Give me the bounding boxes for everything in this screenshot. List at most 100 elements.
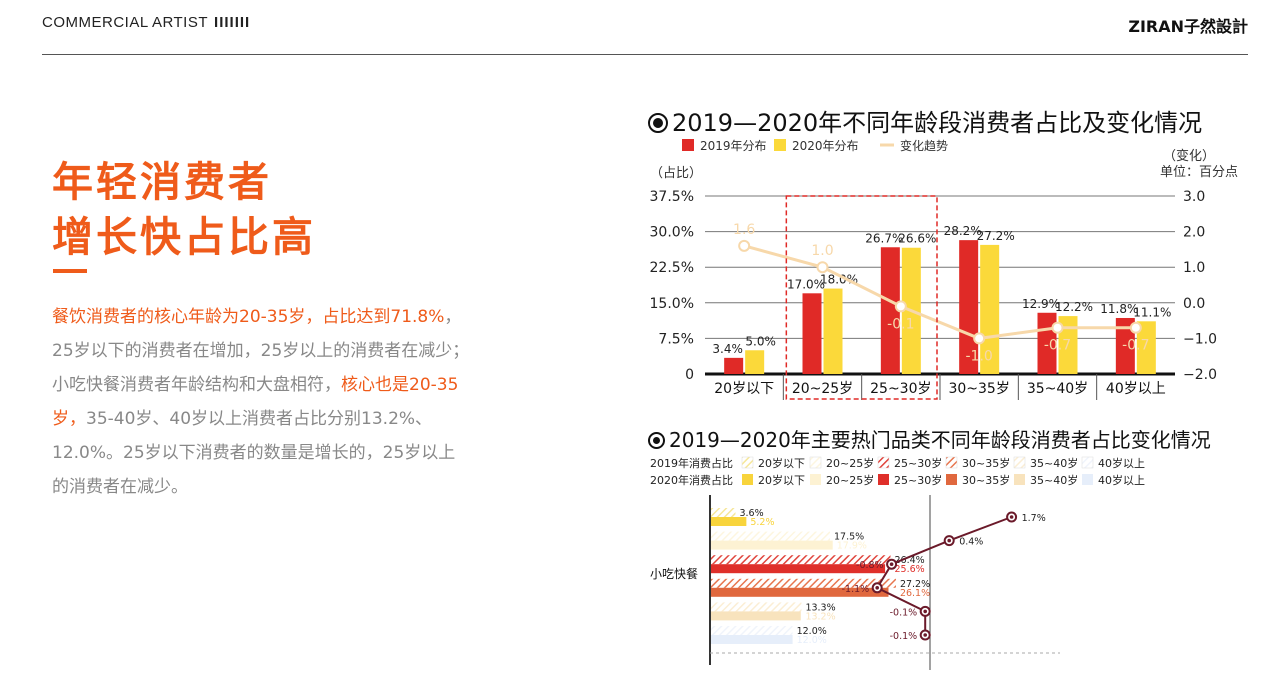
brand-left-text: COMMERCIAL ARTIST [42, 14, 209, 31]
x-tick-label: 35~40岁 [1027, 381, 1088, 397]
x-tick-label: 25~30岁 [870, 381, 931, 397]
trend-value-label: 1.0 [811, 243, 833, 259]
data-label-2019: 17.0% [787, 277, 825, 291]
bar-2019 [959, 240, 979, 374]
data-label-2019: 17.5% [834, 532, 864, 543]
p1-highlight: 餐饮消费者的核心年龄为20-35岁，占比达到71.8% [52, 307, 445, 327]
data-label-2020: 11.1% [1133, 305, 1171, 319]
trend-point [1129, 321, 1142, 334]
x-tick-label: 20岁以下 [714, 381, 774, 397]
bar-2019 [711, 508, 736, 517]
chart-area: 2019—2020年不同年龄段消费者占比及变化情况 2019年分布 2020年分布… [630, 90, 1250, 679]
legend-item-label: 30~35岁 [962, 456, 1010, 470]
legend-swatch-2019 [1081, 456, 1094, 469]
chart2-title-text: 2019—2020年主要热门品类不同年龄段消费者占比变化情况 [669, 428, 1211, 452]
trend-value-label: -0.7 [1122, 338, 1149, 354]
bar-2020 [711, 540, 833, 550]
data-label-2019: 26.7% [865, 231, 903, 245]
legend-swatch-2020 [1082, 474, 1093, 485]
bar-2020 [980, 244, 1000, 374]
data-label-2020: 12.2% [1055, 300, 1093, 314]
legend-swatch-2020 [810, 474, 821, 485]
bar-2020 [1058, 316, 1078, 374]
p2-text-pre: 小吃快餐消费者年龄结构和大盘相符， [52, 375, 341, 395]
bullet-target-icon [648, 113, 668, 133]
change-point-center [923, 633, 927, 637]
data-label-2019: 12.0% [797, 626, 827, 637]
bar-2020 [711, 635, 793, 644]
trend-value-label: 1.6 [733, 222, 755, 238]
data-label-2020: 17.9% [837, 541, 867, 552]
chart1-title-text: 2019—2020年不同年龄段消费者占比及变化情况 [672, 109, 1203, 137]
data-label-2020: 26.6% [898, 232, 936, 246]
y-tick-label: 15.0% [650, 296, 694, 312]
legend-swatch-2019 [809, 456, 822, 469]
bar-2020 [823, 288, 843, 374]
bar-2020 [745, 350, 765, 374]
data-label-2020: 12.0% [797, 635, 827, 646]
chart1-title: 2019—2020年不同年龄段消费者占比及变化情况 [648, 103, 1202, 138]
x-tick-label: 30~35岁 [948, 381, 1009, 397]
legend-item-label: 20~25岁 [826, 473, 874, 487]
headline-line1: 年轻消费者 [52, 158, 272, 206]
data-label-2020: 25.6% [895, 564, 925, 575]
change-value-label: 1.7% [1022, 513, 1046, 524]
y2-tick-label: 1.0 [1183, 260, 1205, 276]
highlight-box [785, 195, 938, 400]
brand-left: COMMERCIAL ARTIST IIIIIII [42, 14, 250, 31]
chart1-age-distribution: 2019年分布 2020年分布 变化趋势 （占比） （变化）单位：百分点 37.5% 3.0… [650, 138, 1238, 400]
y-tick-label: 30.0% [650, 225, 694, 241]
y2-tick-label: 3.0 [1183, 189, 1205, 205]
data-label-2019: 26.4% [895, 555, 925, 566]
change-point-center [923, 609, 927, 614]
change-point-center [1009, 515, 1014, 519]
bullet-target-icon [648, 432, 665, 449]
legend-swatch-2020 [946, 474, 957, 485]
legend-2019-label: 2019年分布 [700, 139, 767, 153]
y2-axis-unit: 单位：百分点 [1160, 165, 1238, 180]
legend-item-label: 20岁以下 [758, 456, 805, 470]
legend-item-label: 20~25岁 [826, 456, 874, 470]
change-value-label: -1.1% [842, 584, 870, 595]
page-header: COMMERCIAL ARTIST IIIIIII ZIRAN子然設計 [42, 0, 1248, 55]
trend-point [973, 332, 986, 345]
legend-item-label: 35~40岁 [1030, 473, 1078, 487]
x-tick-label: 20~25岁 [792, 381, 853, 397]
y-tick-label: 0 [685, 367, 694, 383]
change-value-label: -0.8% [856, 560, 884, 571]
data-label-2019: 28.2% [944, 224, 982, 238]
change-point-center [947, 538, 951, 543]
bar-2020 [1136, 321, 1156, 374]
y-axis-label: （占比） [650, 166, 702, 181]
bar-2019 [880, 247, 900, 374]
title-underline [53, 269, 87, 273]
chart2-category-change: 2019年消费占比 2020年消费占比 20岁以下 20岁以下 20~25岁 20~25岁… [650, 456, 1145, 670]
legend-swatch-2019 [945, 456, 958, 469]
category-label: 小吃快餐 [650, 566, 698, 581]
legend-2020-label: 2020年分布 [792, 139, 859, 153]
bar-2019 [711, 531, 830, 541]
chart2-title: 2019—2020年主要热门品类不同年龄段消费者占比变化情况 [648, 424, 1211, 453]
legend-item-label: 30~35岁 [962, 473, 1010, 487]
bar-2019 [724, 357, 744, 374]
headline-line2: 增长快占比高 [52, 213, 316, 261]
data-label-2019: 12.9% [1022, 297, 1060, 311]
trend-line [743, 244, 1136, 340]
y-tick-label: 37.5% [650, 189, 694, 205]
y2-tick-label: −2.0 [1183, 367, 1217, 383]
bar-2019 [802, 293, 822, 374]
trend-point [738, 239, 751, 252]
data-label-2019: 3.6% [739, 508, 763, 519]
bar-2019 [1115, 317, 1135, 374]
trend-point [894, 300, 907, 313]
data-label-2020: 13.2% [805, 611, 835, 622]
trend-point [1051, 321, 1064, 334]
legend-item-label: 40岁以上 [1098, 456, 1145, 470]
data-label-2020: 26.1% [900, 588, 930, 599]
change-value-label: 0.4% [959, 537, 983, 548]
x-tick-label: 40岁以上 [1106, 381, 1166, 397]
change-point-center [889, 562, 894, 566]
bar-2020 [711, 611, 801, 621]
change-value-label: -0.1% [890, 631, 918, 642]
legend-item-label: 35~40岁 [1030, 456, 1078, 470]
